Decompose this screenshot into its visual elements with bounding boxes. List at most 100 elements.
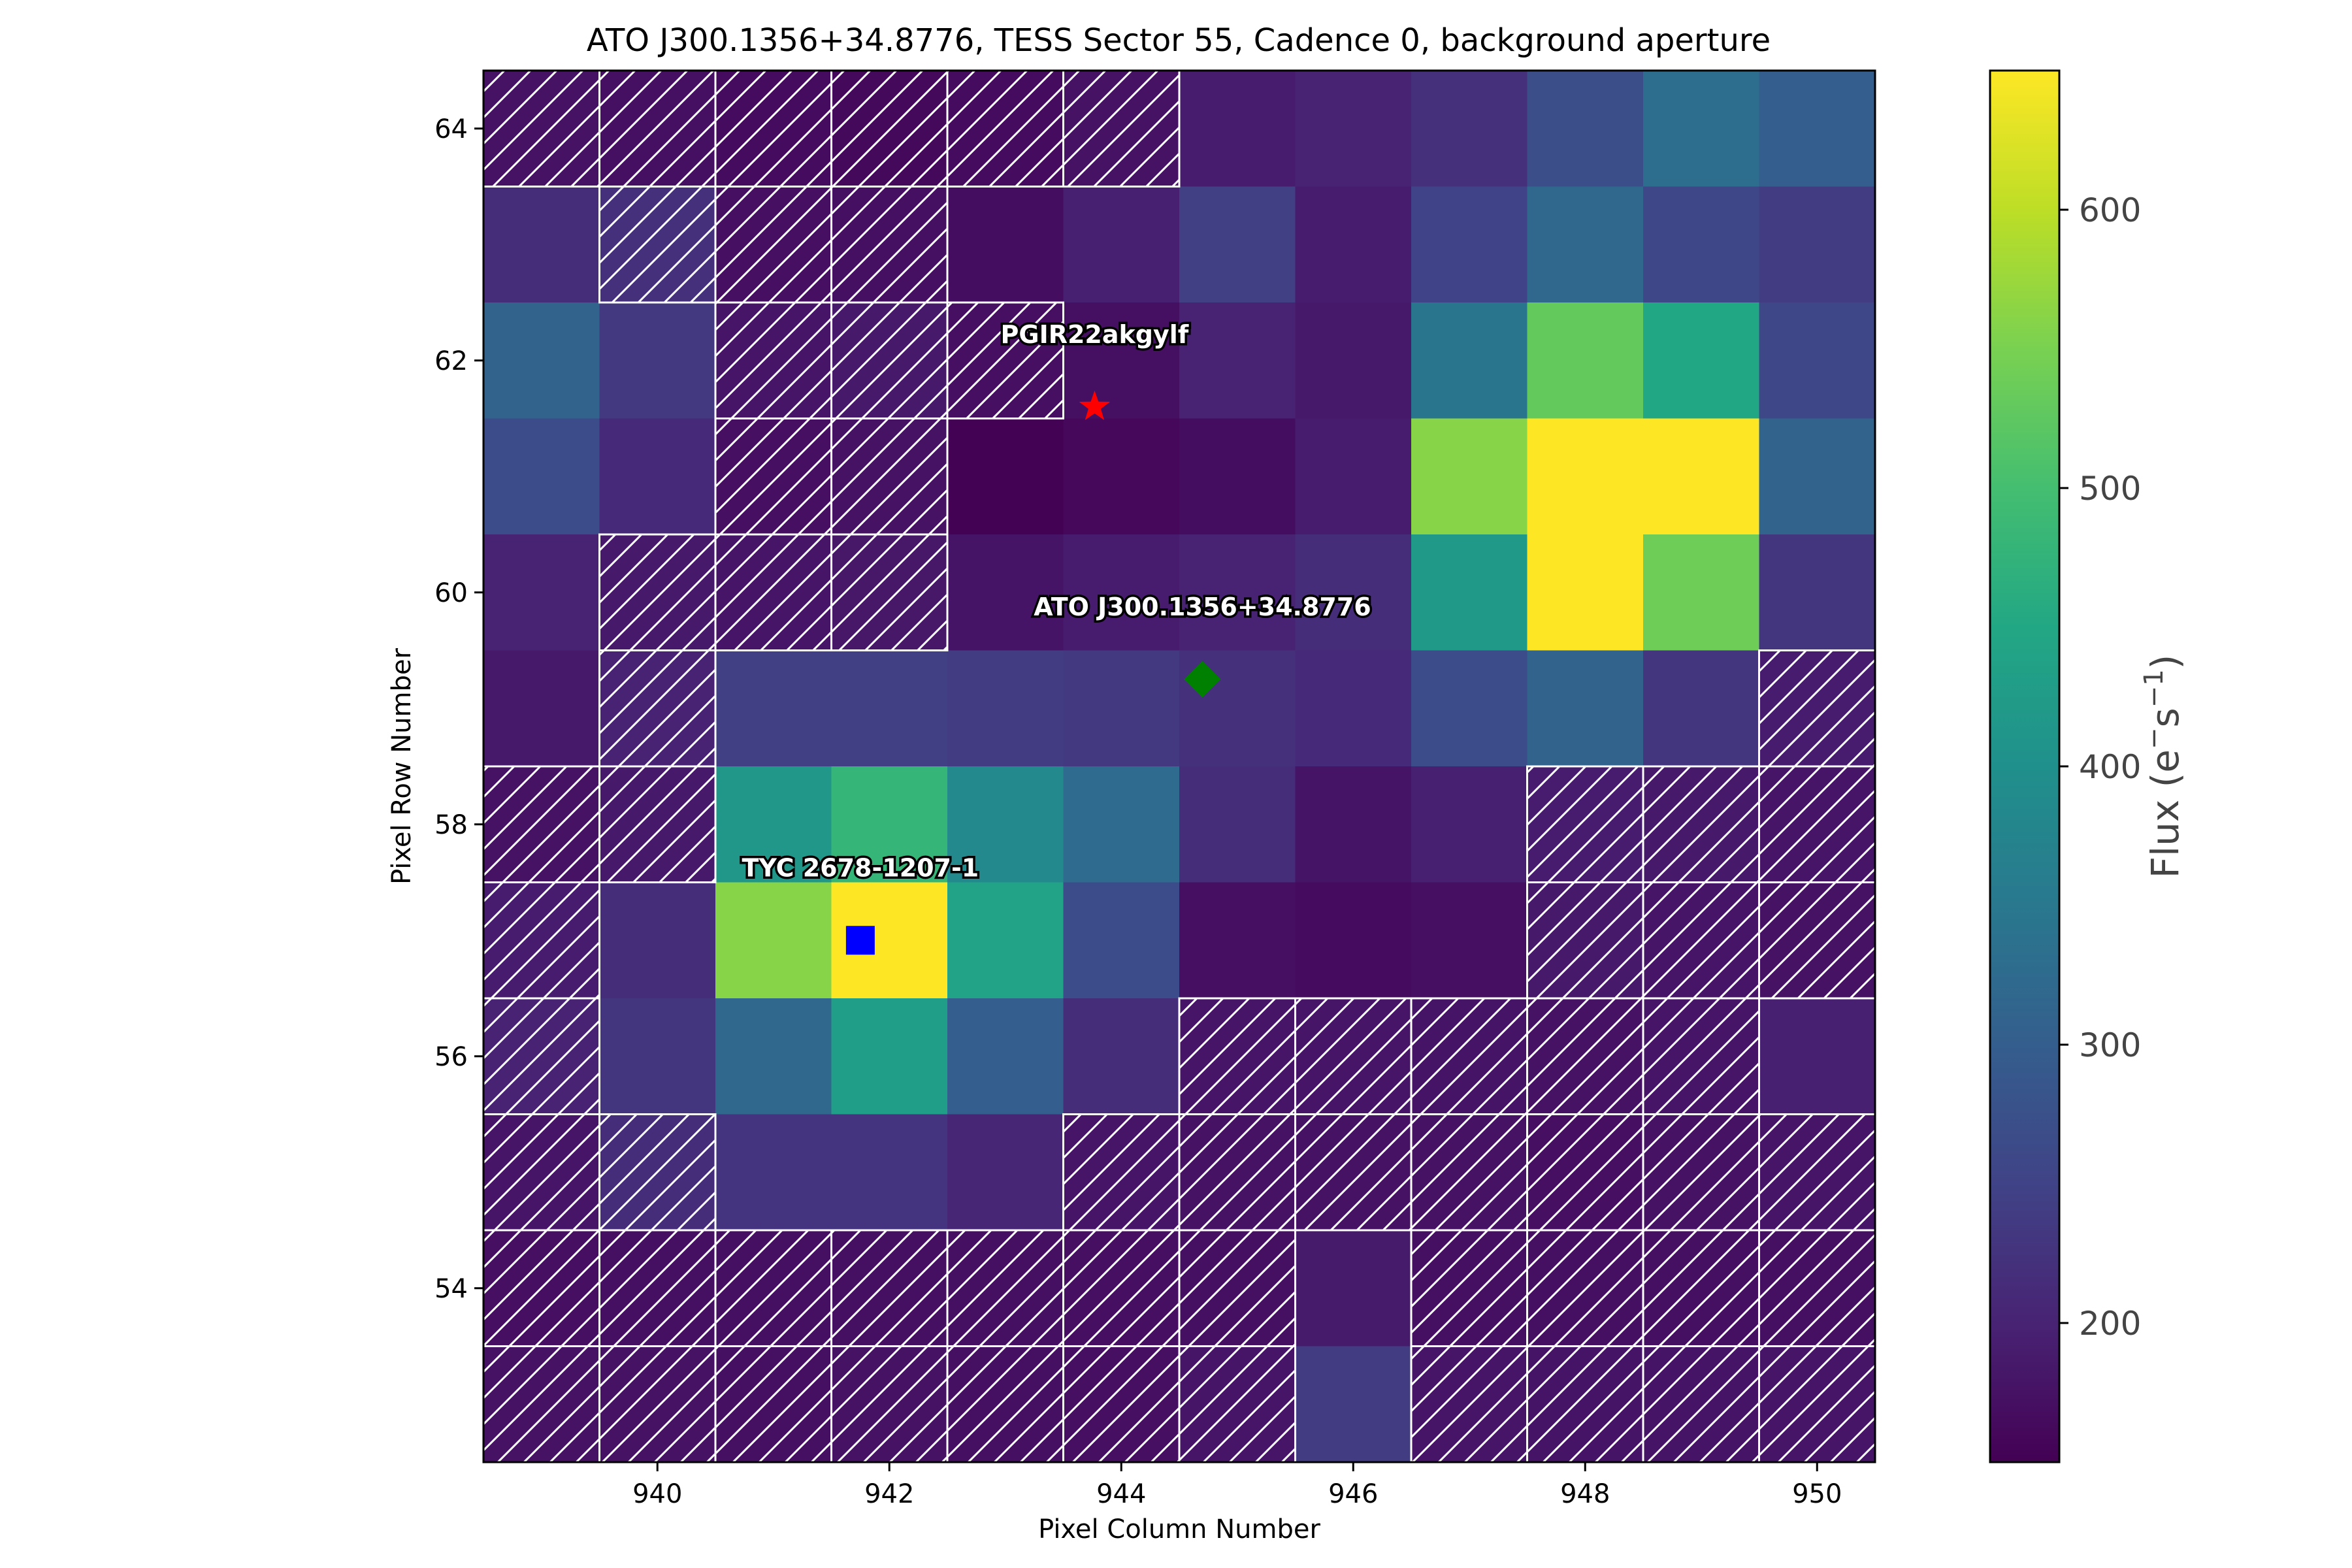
pixel-cell [1411, 882, 1528, 999]
aperture-pixel [1526, 881, 1644, 1000]
aperture-pixel [482, 1113, 600, 1232]
pixel-cell [831, 1114, 948, 1231]
pixel-cell [1411, 71, 1528, 188]
aperture-pixel [1410, 997, 1528, 1115]
aperture-pixel [830, 301, 949, 419]
aperture-pixel [482, 69, 600, 188]
x-tick-label: 946 [1328, 1479, 1378, 1509]
aperture-pixel [1526, 997, 1644, 1115]
pixel-cell [1295, 650, 1412, 767]
x-tick-label: 940 [632, 1479, 682, 1509]
aperture-pixel [1178, 1229, 1296, 1347]
pixel-cell [483, 534, 600, 651]
pixel-cell [1643, 71, 1760, 188]
aperture-pixel [1178, 1345, 1296, 1463]
aperture-pixel [830, 1345, 949, 1463]
colorbar-tick-label: 300 [2079, 1026, 2141, 1064]
aperture-pixel [1062, 69, 1181, 188]
pixel-cell [1295, 71, 1412, 188]
colorbar-tick-label: 400 [2079, 748, 2141, 786]
pixel-cell [1759, 998, 1876, 1115]
x-tick-label: 948 [1560, 1479, 1610, 1509]
pixel-cell [1643, 650, 1760, 767]
pixel-cell [599, 302, 716, 419]
pixel-cell [1179, 71, 1296, 188]
colorbar [1989, 69, 2061, 1463]
aperture-pixel [1642, 997, 1760, 1115]
x-tick-label: 942 [864, 1479, 914, 1509]
colorbar-tick-label: 600 [2079, 191, 2141, 229]
pixel-cell [1179, 882, 1296, 999]
aperture-pixel [946, 301, 1064, 419]
aperture-pixel [1758, 1229, 1876, 1347]
y-axis: 54 56 58 60 62 64 [434, 114, 483, 1304]
chart-title: ATO J300.1356+34.8776, TESS Sector 55, C… [587, 22, 1771, 59]
pixel-cell [1411, 534, 1528, 651]
y-tick-label: 62 [434, 346, 468, 376]
aperture-pixel [714, 186, 832, 304]
plot-frame [482, 69, 1876, 1463]
pixel-cell [1411, 186, 1528, 303]
pixel-cell [1295, 534, 1412, 651]
pixel-cell [1643, 186, 1760, 303]
y-axis-label: Pixel Row Number [387, 648, 417, 885]
pixel-cell [947, 534, 1064, 651]
pixel-cell [831, 998, 948, 1115]
pixel-cell [1759, 71, 1876, 188]
pixel-cell [947, 418, 1064, 535]
aperture-pixel [714, 417, 832, 536]
aperture-pixel [1178, 997, 1296, 1115]
aperture-pixel [830, 1229, 949, 1347]
pixel-cell [1179, 186, 1296, 303]
aperture-pixel [1410, 1113, 1528, 1232]
aperture-pixel [1642, 1113, 1760, 1232]
aperture-pixel [714, 301, 832, 419]
y-tick-label: 58 [434, 810, 468, 840]
colorbar-tick-label: 500 [2079, 470, 2141, 508]
source-markers: PGIR22akgylf ATO J300.1356+34.8776 TYC 267… [740, 318, 1373, 955]
aperture-pixel [1294, 997, 1413, 1115]
pixel-cell [947, 650, 1064, 767]
aperture-pixel [598, 649, 717, 768]
aperture-pixel [482, 881, 600, 1000]
pixel-cell [483, 302, 600, 419]
x-tick-label: 950 [1792, 1479, 1842, 1509]
aperture-pixel [830, 417, 949, 536]
pixel-cell [483, 418, 600, 535]
aperture-pixel [482, 1229, 600, 1347]
y-tick-label: 54 [434, 1274, 468, 1304]
pixel-cell [1643, 418, 1760, 535]
aperture-pixel [1526, 765, 1644, 883]
source-label: PGIR22akgylf [1001, 320, 1189, 349]
pixel-cell [831, 766, 948, 883]
aperture-pixel [1642, 881, 1760, 1000]
pixel-cell [1295, 418, 1412, 535]
aperture-pixel [714, 1345, 832, 1463]
aperture-pixel [1526, 1113, 1644, 1232]
pixel-cell [1527, 71, 1644, 188]
aperture-pixel [946, 1229, 1064, 1347]
y-tick-label: 56 [434, 1042, 468, 1072]
aperture-pixel [598, 69, 717, 188]
pixel-cell [1411, 766, 1528, 883]
pixel-cell [1295, 882, 1412, 999]
aperture-pixel [830, 533, 949, 651]
pixel-cell [947, 882, 1064, 999]
pixel-cell [1759, 534, 1876, 651]
colorbar-label-end: ) [2143, 655, 2187, 670]
aperture-pixel [946, 1345, 1064, 1463]
pixel-cell [599, 882, 716, 999]
pixel-cell [1411, 418, 1528, 535]
pixel-cell [715, 650, 832, 767]
aperture-pixel [1062, 1229, 1181, 1347]
source-label: ATO J300.1356+34.8776 [1034, 593, 1371, 621]
aperture-pixel [598, 1113, 717, 1232]
pixel-cell [1179, 418, 1296, 535]
aperture-pixel [482, 1345, 600, 1463]
aperture-pixel [830, 69, 949, 188]
pixel-cell [947, 1114, 1064, 1231]
pixel-cell [715, 766, 832, 883]
pixel-cell [1527, 302, 1644, 419]
pixel-cell [831, 650, 948, 767]
aperture-pixel [1758, 881, 1876, 1000]
